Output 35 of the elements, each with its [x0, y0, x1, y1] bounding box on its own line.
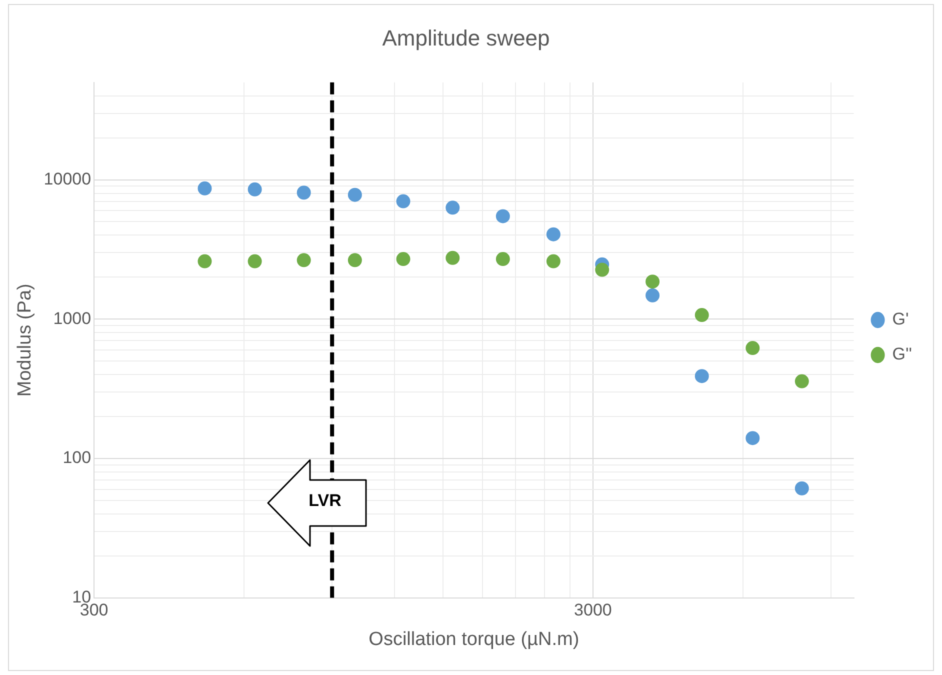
point [446, 200, 460, 215]
point [396, 194, 410, 208]
point [746, 431, 760, 446]
point [348, 253, 362, 268]
point [595, 262, 610, 277]
chart-title: Amplitude sweep [382, 25, 550, 50]
point [198, 181, 212, 196]
point [296, 253, 311, 268]
point [546, 254, 560, 268]
point [296, 186, 311, 200]
point [248, 254, 262, 268]
legend-label: G' [892, 310, 909, 329]
point [248, 182, 262, 196]
point [794, 374, 809, 388]
point [496, 252, 510, 266]
point [746, 341, 760, 356]
point [348, 188, 362, 202]
y-tick-label: 100 [62, 448, 92, 468]
point [396, 252, 410, 266]
legend-label: G'' [892, 344, 912, 364]
point [496, 209, 510, 224]
y-axis-title: Modulus (Pa) [14, 284, 36, 397]
y-tick-label: 10000 [44, 169, 92, 188]
y-tick-label: 1000 [53, 308, 92, 328]
point [646, 274, 660, 289]
point [794, 481, 809, 496]
point [646, 288, 660, 302]
point [694, 308, 709, 322]
point [546, 227, 560, 242]
point [446, 250, 460, 265]
annotation: LVR [308, 491, 342, 511]
x-tick-label: 3000 [574, 600, 612, 620]
point [694, 369, 709, 384]
point [198, 254, 212, 268]
x-axis-title: Oscillation torque (µN.m) [368, 628, 580, 650]
